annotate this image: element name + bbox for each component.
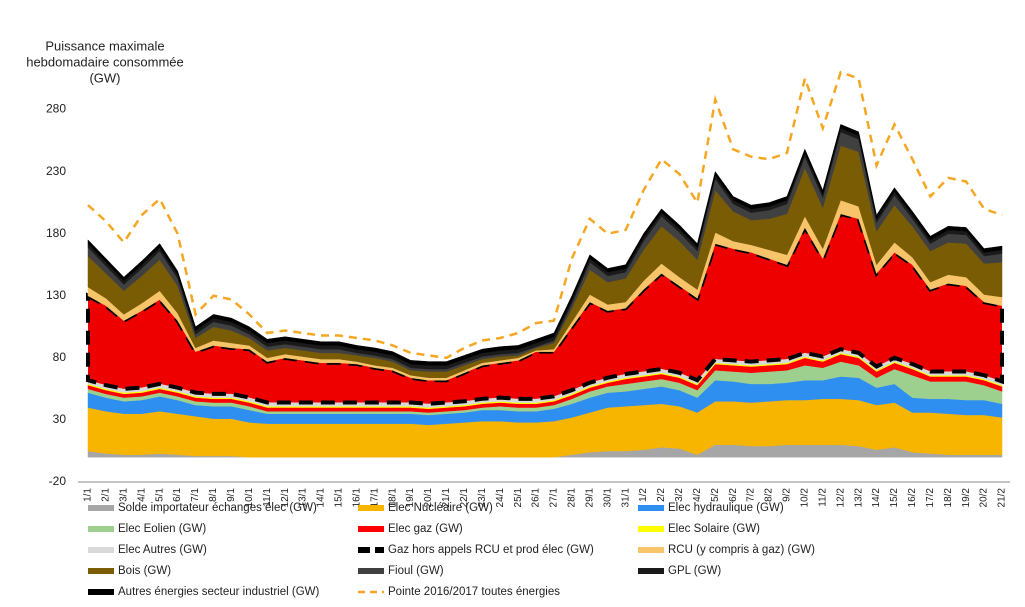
x-tick-label: 21/2 (997, 488, 1008, 508)
legend-label: Autres énergies secteur industriel (GW) (118, 586, 319, 598)
x-tick-label: 12/2 (835, 488, 846, 508)
legend-swatch (88, 526, 114, 532)
legend-swatch (88, 589, 114, 595)
legend-label: Elec gaz (GW) (388, 523, 463, 535)
x-tick-label: 28/1 (567, 488, 578, 508)
x-tick-label: 17/1 (369, 488, 380, 508)
legend-swatch (358, 526, 384, 532)
x-tick-label: 16/1 (351, 488, 362, 508)
area (87, 124, 1003, 366)
legend-label: Pointe 2016/2017 toutes énergies (388, 586, 560, 598)
y-tick-label: 130 (46, 288, 66, 302)
legend-label: Elec Solaire (GW) (668, 523, 760, 535)
x-tick-label: 19/1 (405, 488, 416, 508)
x-tick-label: 5/1 (154, 488, 165, 502)
x-tick-label: 12/1 (280, 488, 291, 508)
y-axis-title: (GW) (89, 70, 120, 85)
x-tick-label: 4/1 (136, 488, 147, 502)
x-tick-label: 9/2 (782, 488, 793, 502)
line (87, 70, 1003, 360)
x-tick-label: 1/1 (83, 488, 94, 502)
legend-label: Gaz hors appels RCU et prod élec (GW) (388, 544, 594, 556)
y-axis-title: Puissance maximale (45, 38, 164, 53)
x-tick-label: 25/1 (513, 488, 524, 508)
x-tick-label: 9/1 (226, 488, 237, 502)
x-tick-label: 4/2 (692, 488, 703, 502)
x-tick-label: 24/1 (495, 488, 506, 508)
x-tick-label: 13/1 (298, 488, 309, 508)
x-tick-label: 6/2 (728, 488, 739, 502)
legend-swatch (358, 505, 384, 511)
x-tick-label: 14/2 (871, 488, 882, 508)
legend-label: Solde importateur échanges élec (GW) (118, 502, 317, 514)
legend-label: Elec Nucléaire (GW) (388, 502, 493, 514)
x-tick-label: 10/2 (800, 488, 811, 508)
y-tick-label: 30 (53, 412, 67, 426)
x-tick-label: 2/2 (656, 488, 667, 502)
x-tick-label: 16/2 (907, 488, 918, 508)
x-tick-label: 3/2 (674, 488, 685, 502)
x-tick-label: 6/1 (172, 488, 183, 502)
x-tick-label: 20/2 (979, 488, 990, 508)
x-tick-label: 3/1 (118, 488, 129, 502)
x-tick-label: 11/2 (817, 488, 828, 507)
x-tick-label: 11/1 (262, 488, 273, 507)
x-tick-label: 22/1 (459, 488, 470, 508)
x-tick-label: 5/2 (710, 488, 721, 502)
x-tick-label: 19/2 (961, 488, 972, 508)
legend-swatch (638, 547, 664, 553)
x-tick-label: 1/2 (638, 488, 649, 502)
x-tick-label: 10/1 (244, 488, 255, 508)
legend-swatch (88, 547, 114, 553)
y-tick-label: 280 (46, 102, 66, 116)
y-tick-label: -20 (49, 474, 67, 488)
x-tick-label: 30/1 (602, 488, 613, 508)
legend-swatch (88, 568, 114, 574)
x-tick-label: 8/2 (764, 488, 775, 502)
legend-swatch (638, 505, 664, 511)
x-tick-label: 17/2 (925, 488, 936, 508)
y-tick-label: 180 (46, 226, 66, 240)
x-tick-label: 26/1 (531, 488, 542, 508)
legend-label: Elec Autres (GW) (118, 544, 207, 556)
x-tick-label: 7/1 (190, 488, 201, 502)
legend-label: GPL (GW) (668, 565, 721, 577)
x-tick-label: 7/2 (746, 488, 757, 502)
x-tick-label: 20/1 (423, 488, 434, 508)
x-tick-label: 21/1 (441, 488, 452, 508)
legend-swatch (88, 505, 114, 511)
legend-label: Elec Eolien (GW) (118, 523, 206, 535)
legend-label: Elec hydraulique (GW) (668, 502, 784, 514)
x-tick-label: 18/2 (943, 488, 954, 508)
legend-label: Fioul (GW) (388, 565, 444, 577)
x-tick-label: 2/1 (101, 488, 112, 502)
x-tick-label: 31/1 (620, 488, 631, 508)
x-tick-label: 27/1 (549, 488, 560, 508)
y-tick-label: 230 (46, 164, 66, 178)
x-tick-label: 13/2 (853, 488, 864, 508)
x-tick-label: 23/1 (477, 488, 488, 508)
x-tick-label: 8/1 (208, 488, 219, 502)
legend-swatch (358, 568, 384, 574)
x-tick-label: 15/2 (889, 488, 900, 508)
legend-swatch (638, 526, 664, 532)
x-tick-label: 14/1 (316, 488, 327, 508)
y-tick-label: 80 (53, 350, 67, 364)
y-axis-title: hebdomadaire consommée (26, 54, 184, 69)
legend-swatch (638, 568, 664, 574)
x-tick-label: 15/1 (334, 488, 345, 508)
x-tick-label: 18/1 (387, 488, 398, 508)
legend-label: Bois (GW) (118, 565, 171, 577)
x-tick-label: 29/1 (584, 488, 595, 508)
legend-label: RCU (y compris à gaz) (GW) (668, 544, 815, 556)
